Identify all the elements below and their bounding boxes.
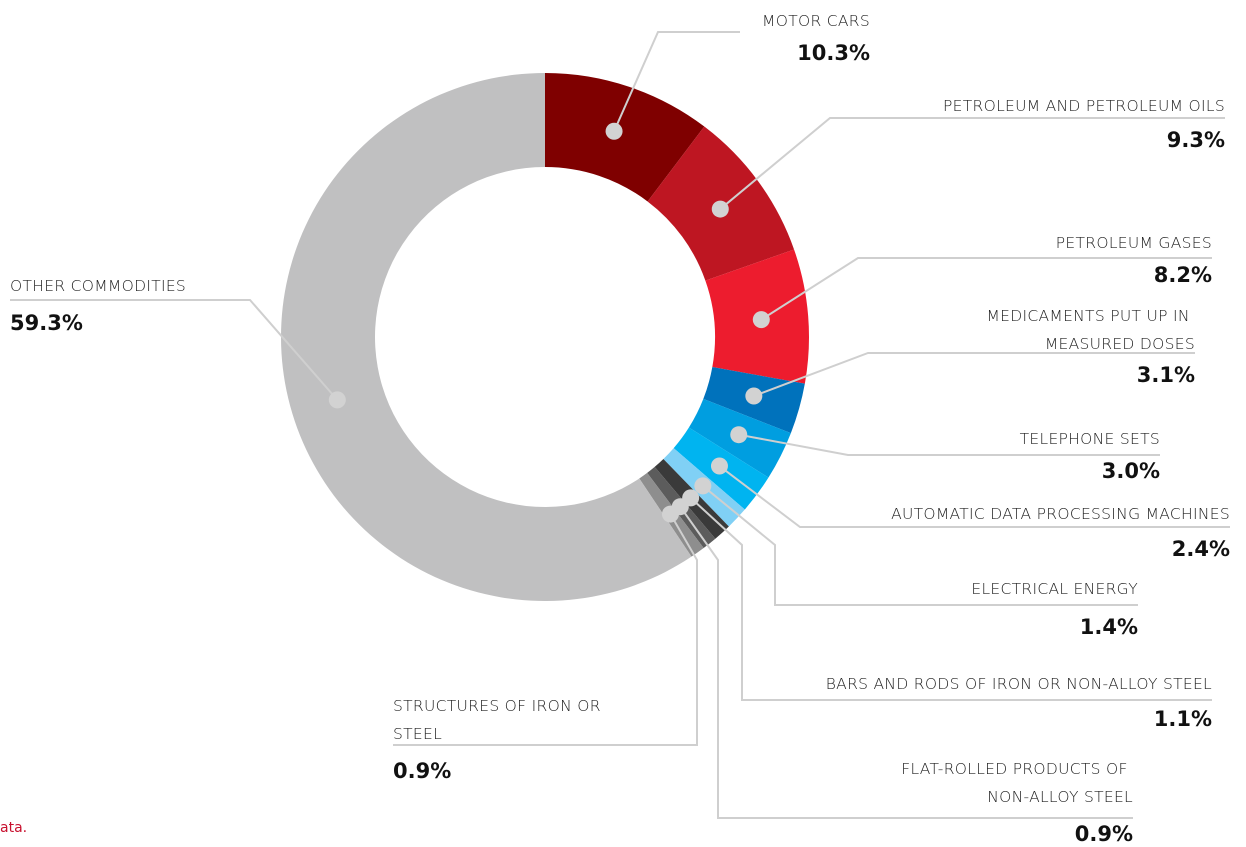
leader-line: [613, 31, 740, 132]
value-label: 1.1%: [1154, 707, 1212, 731]
leader-line: [738, 433, 1160, 456]
donut-slice: [281, 73, 692, 601]
slice-label: TELEPHONE SETS: [1020, 430, 1160, 448]
slice-label: MOTOR CARS: [762, 12, 870, 30]
slice-label: BARS AND RODS OF IRON OR NON-ALLOY STEEL: [826, 675, 1212, 693]
slice-label: MEDICAMENTS PUT UP IN MEASURED DOSES: [987, 307, 1196, 353]
slice-label: PETROLEUM AND PETROLEUM OILS: [943, 97, 1225, 115]
slice-label: OTHER COMMODITIES: [10, 277, 186, 295]
leader-dot: [711, 200, 729, 218]
leader-line: [753, 352, 1195, 397]
slice-label: FLAT-ROLLED PRODUCTS OF NON-ALLOY STEEL: [901, 760, 1133, 806]
value-label: 0.9%: [1075, 822, 1133, 846]
slice-label: ELECTRICAL ENERGY: [971, 580, 1138, 598]
leader-line: [718, 465, 1230, 528]
value-label: 2.4%: [1172, 537, 1230, 561]
leader-line: [719, 117, 1225, 210]
leader-line: [689, 497, 1212, 701]
leader-dot: [328, 391, 346, 409]
value-label: 59.3%: [10, 311, 83, 335]
leader-line: [10, 299, 339, 401]
leader-line: [702, 485, 1138, 606]
leader-dot: [694, 477, 712, 495]
leader-line: [760, 257, 1212, 321]
value-label: 9.3%: [1167, 128, 1225, 152]
leader-dot: [605, 122, 623, 140]
leader-dot: [710, 457, 728, 475]
value-label: 8.2%: [1154, 263, 1212, 287]
leader-line: [679, 506, 1133, 819]
donut-slice: [545, 73, 705, 202]
source-note: ata.: [0, 820, 27, 836]
leader-dot: [661, 505, 679, 523]
value-label: 1.4%: [1080, 615, 1138, 639]
slice-label: STRUCTURES OF IRON OR STEEL: [393, 697, 606, 743]
value-label: 10.3%: [797, 41, 870, 65]
value-label: 3.1%: [1137, 363, 1195, 387]
leader-dot: [745, 387, 763, 405]
value-label: 3.0%: [1102, 459, 1160, 483]
slice-label: PETROLEUM GASES: [1056, 234, 1212, 252]
leader-line: [393, 513, 698, 746]
value-label: 0.9%: [393, 759, 451, 783]
leader-dot: [752, 311, 770, 329]
leader-dot: [730, 426, 748, 444]
slice-label: AUTOMATIC DATA PROCESSING MACHINES: [891, 505, 1230, 523]
